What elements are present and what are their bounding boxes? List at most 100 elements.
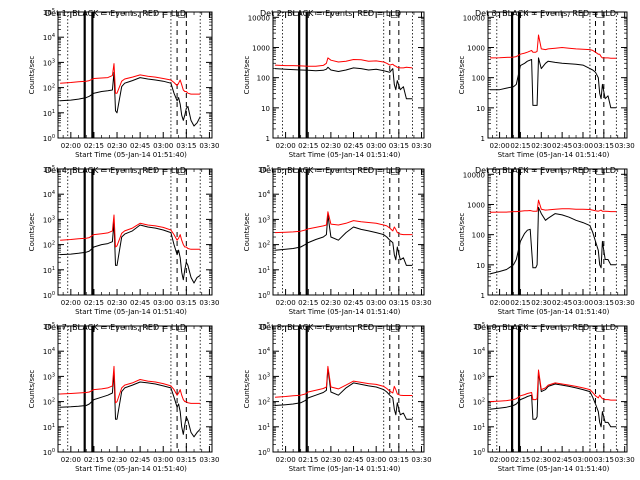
x-tick-label: 03:30 xyxy=(199,299,219,307)
y-tick-label: 10000 xyxy=(463,14,485,22)
y-tick-label: 104 xyxy=(473,347,485,356)
panel-title: Det 8: BLACK = Events, RED = LLD xyxy=(260,323,401,332)
panel-det-3: 1 10 100 1000 10000 02:00 02:15 02:30 02:45 03:00… xyxy=(458,9,635,159)
y-tick-label: 102 xyxy=(43,398,55,407)
series-events-line xyxy=(489,206,617,275)
plot-frame xyxy=(57,325,213,453)
series-events-line xyxy=(489,371,617,428)
panel-title: Det 1: BLACK = Events, RED = LLD xyxy=(45,9,186,18)
y-tick-label: 100 xyxy=(43,134,55,143)
y-tick-label: 102 xyxy=(258,241,270,250)
y-tick-label: 101 xyxy=(43,266,55,275)
marker-box: □ xyxy=(178,324,186,333)
y-axis-label: Counts/sec xyxy=(243,213,251,252)
x-tick-label: 03:00 xyxy=(366,299,386,307)
plot-frame xyxy=(272,11,425,139)
series-lld-line xyxy=(489,369,617,403)
series-lld-line xyxy=(489,34,617,59)
x-tick-label: 03:15 xyxy=(389,142,409,150)
x-tick-label: 03:15 xyxy=(594,456,614,464)
y-tick-label: 102 xyxy=(43,84,55,93)
y-axis-label: Counts/sec xyxy=(28,370,36,409)
plot-frame xyxy=(487,168,628,296)
y-axis-label: Counts/sec xyxy=(243,56,251,95)
plot-series xyxy=(489,34,617,109)
x-tick-label: 03:00 xyxy=(153,299,173,307)
y-tick-label: 1000 xyxy=(252,44,270,52)
x-tick-label: 02:15 xyxy=(298,142,318,150)
marker-box: □ xyxy=(596,167,604,176)
series-lld-line xyxy=(60,63,201,95)
marker-box: □ xyxy=(596,324,604,333)
y-tick-label: 101 xyxy=(473,423,485,432)
y-tick-label: 103 xyxy=(473,372,485,381)
y-tick-label: 1000 xyxy=(467,44,485,52)
panel-title: Det 9: BLACK = Events, RED = LLD xyxy=(475,323,616,332)
y-tick-label: 103 xyxy=(43,372,55,381)
panel-det-2: 1 10 100 1000 10000 02:00 02:15 02:30 02:45 03:00… xyxy=(243,9,432,159)
plot-series xyxy=(274,57,413,100)
series-lld-line xyxy=(489,199,617,213)
x-tick-label: 02:45 xyxy=(343,142,363,150)
panel-title: Det 5: BLACK = Events, RED = LLD xyxy=(260,166,401,175)
marker-box: □ xyxy=(391,324,399,333)
y-tick-label: 104 xyxy=(258,347,270,356)
x-tick-label: 03:00 xyxy=(366,142,386,150)
y-tick-label: 102 xyxy=(473,398,485,407)
marker-box: □ xyxy=(391,167,399,176)
x-tick-label: 02:15 xyxy=(84,299,104,307)
x-tick-label: 03:15 xyxy=(389,456,409,464)
y-axis-label: Counts/sec xyxy=(28,213,36,252)
y-axis-label: Counts/sec xyxy=(458,56,466,95)
y-tick-label: 10 xyxy=(476,262,485,270)
panel-title: Det 2: BLACK = Events, RED = LLD xyxy=(260,9,401,18)
y-tick-label: 100 xyxy=(43,291,55,300)
panel-det-6: 1 10 100 1000 10000 02:00 02:15 02:30 02:45 03:00… xyxy=(458,166,635,316)
x-tick-label: 02:30 xyxy=(531,456,551,464)
panel-title: Det 6: BLACK = Events, RED = LLD xyxy=(475,166,616,175)
x-tick-label: 03:30 xyxy=(411,456,431,464)
series-lld-line xyxy=(274,57,413,69)
x-tick-label: 03:00 xyxy=(366,456,386,464)
y-tick-label: 105 xyxy=(258,165,270,174)
x-tick-label: 03:00 xyxy=(573,456,593,464)
series-events-line xyxy=(60,371,201,438)
x-tick-label: 02:00 xyxy=(61,456,81,464)
x-axis-label: Start Time (05-Jan-14 01:51:40) xyxy=(289,308,401,316)
series-lld-line xyxy=(274,365,413,398)
x-tick-label: 02:15 xyxy=(84,142,104,150)
x-tick-label: 02:30 xyxy=(321,456,341,464)
y-tick-label: 100 xyxy=(472,232,485,240)
x-tick-label: 03:30 xyxy=(615,299,635,307)
series-events-line xyxy=(489,57,617,109)
x-axis-label: Start Time (05-Jan-14 01:51:40) xyxy=(75,465,187,473)
y-tick-label: 105 xyxy=(43,8,55,17)
x-axis-label: Start Time (05-Jan-14 01:51:40) xyxy=(498,465,610,473)
x-tick-label: 02:00 xyxy=(61,299,81,307)
x-tick-label: 03:30 xyxy=(411,299,431,307)
y-tick-label: 1 xyxy=(481,292,485,300)
plot-frame xyxy=(272,325,425,453)
x-tick-label: 02:45 xyxy=(130,299,150,307)
y-tick-label: 105 xyxy=(258,322,270,331)
x-tick-label: 02:15 xyxy=(84,456,104,464)
x-tick-label: 03:30 xyxy=(199,142,219,150)
x-tick-label: 03:15 xyxy=(389,299,409,307)
x-tick-label: 02:15 xyxy=(298,456,318,464)
y-tick-label: 104 xyxy=(43,33,55,42)
x-tick-label: 03:30 xyxy=(411,142,431,150)
y-tick-label: 100 xyxy=(258,448,270,457)
plot-series xyxy=(60,214,201,284)
x-tick-label: 02:30 xyxy=(321,299,341,307)
y-tick-label: 100 xyxy=(473,448,485,457)
series-lld-line xyxy=(60,214,201,250)
y-tick-label: 1 xyxy=(266,135,270,143)
y-axis-label: Counts/sec xyxy=(28,56,36,95)
x-tick-label: 02:00 xyxy=(489,142,509,150)
x-tick-label: 02:30 xyxy=(531,299,551,307)
